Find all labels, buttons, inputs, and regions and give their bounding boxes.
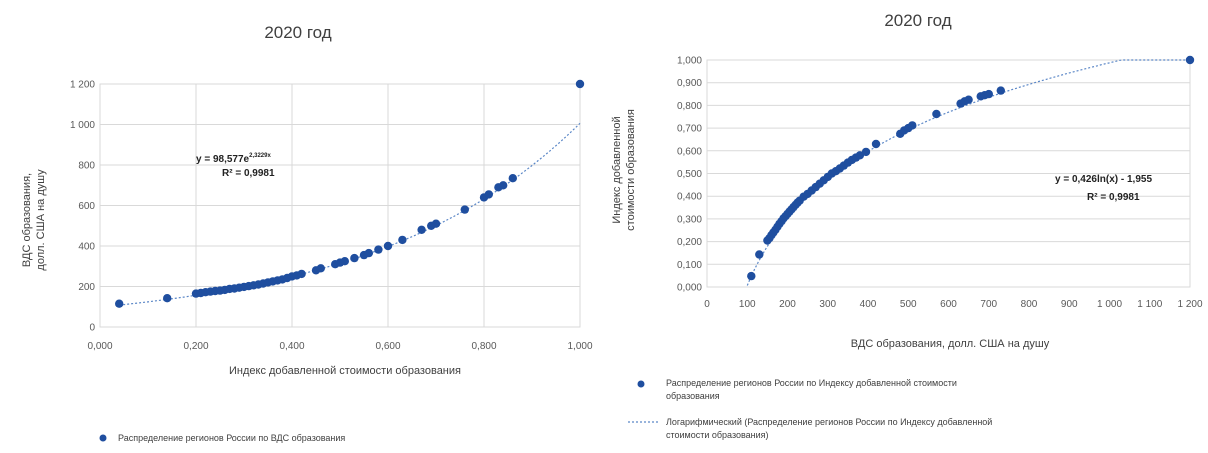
left-y-axis-title-line1: ВДС образования, <box>21 173 33 267</box>
right-x-tick-label: 800 <box>1021 299 1038 310</box>
right-chart-title: 2020 год <box>884 11 951 30</box>
left-data-point <box>115 299 124 308</box>
right-y-tick-label: 0,200 <box>677 237 702 248</box>
left-chart-title: 2020 год <box>264 23 331 42</box>
left-x-tick-label: 0,200 <box>183 341 208 352</box>
left-data-point <box>350 253 359 263</box>
left-data-point <box>340 257 349 266</box>
right-chart-panel: 2020 год 0 100 200 300 400 500 600 700 800 900 1 0… <box>600 0 1208 448</box>
left-data-point <box>297 269 306 279</box>
left-x-tick-label: 0,400 <box>279 341 304 352</box>
left-data-point <box>383 241 393 251</box>
right-trend-equation: y = 0,426ln(x) - 1,955 <box>1055 174 1152 185</box>
left-x-axis-title: Индекс добавленной стоимости образования <box>229 365 461 377</box>
left-chart: 2020 год 0,000 0,200 0,400 0,600 0,800 1,000 0… <box>21 23 593 443</box>
right-y-tick-label: 0,800 <box>677 101 702 112</box>
right-y-tick-label: 0,500 <box>677 169 702 180</box>
right-trend-r2: R² = 0,9981 <box>1087 192 1140 203</box>
right-x-tick-label: 600 <box>940 299 957 310</box>
right-data-point <box>932 109 941 119</box>
right-data-point <box>871 139 881 149</box>
right-data-point <box>861 147 871 157</box>
left-data-point <box>508 174 517 183</box>
right-data-point <box>755 250 764 259</box>
right-x-tick-label: 1 100 <box>1137 299 1162 310</box>
right-trendline <box>746 59 1190 286</box>
left-data-point <box>484 190 493 199</box>
left-data-point <box>163 294 172 303</box>
right-y-tick-label: 1,000 <box>677 56 702 67</box>
left-data-point <box>398 235 407 245</box>
left-data-point <box>460 205 469 214</box>
left-data-point <box>374 245 383 254</box>
right-chart: 2020 год 0 100 200 300 400 500 600 700 800 900 1 0… <box>611 11 1203 440</box>
left-y-tick-label: 400 <box>78 242 95 253</box>
right-data-point <box>1185 55 1195 65</box>
left-trendline <box>119 122 581 306</box>
left-y-tick-label: 200 <box>78 282 95 293</box>
right-y-tick-label: 0,300 <box>677 214 702 225</box>
left-data-point <box>575 79 585 89</box>
left-data-point <box>316 264 325 273</box>
right-x-tick-label: 1 000 <box>1097 299 1122 310</box>
right-data-point <box>996 86 1005 95</box>
right-x-tick-label: 0 <box>704 299 710 310</box>
right-x-tick-label: 700 <box>980 299 997 310</box>
right-x-tick-label: 200 <box>779 299 796 310</box>
left-y-tick-label: 0 <box>89 323 95 334</box>
left-chart-panel: 2020 год 0,000 0,200 0,400 0,600 0,800 1,000 0… <box>0 0 600 448</box>
legend-label-scatter: Распределение регионов России по Индексу… <box>666 378 959 401</box>
right-y-axis-title-line2: стоимости образования <box>625 109 637 231</box>
left-x-tick-label: 0,600 <box>375 341 400 352</box>
right-y-tick-label: 0,100 <box>677 260 702 271</box>
left-x-tick-label: 0,800 <box>471 341 496 352</box>
right-y-axis-title-line1: Индекс добавленной <box>611 116 623 223</box>
left-y-tick-label: 800 <box>78 161 95 172</box>
left-y-axis-title-line2: долл. США на душу <box>35 169 47 271</box>
left-legend-marker <box>99 434 107 442</box>
left-x-tick-label: 1,000 <box>567 341 592 352</box>
left-data-point <box>499 181 508 190</box>
left-y-tick-label: 1 000 <box>70 120 95 131</box>
right-data-point <box>908 121 917 130</box>
right-x-tick-label: 1 200 <box>1177 299 1202 310</box>
right-x-tick-label: 100 <box>739 299 756 310</box>
left-data-point <box>364 248 373 258</box>
right-x-tick-label: 300 <box>819 299 836 310</box>
left-x-tick-label: 0,000 <box>87 341 112 352</box>
legend-marker-scatter <box>637 380 645 388</box>
right-y-tick-label: 0,900 <box>677 78 702 89</box>
left-trend-r2: R² = 0,9981 <box>222 168 275 179</box>
left-data-point <box>417 225 426 234</box>
left-y-tick-label: 600 <box>78 201 95 212</box>
legend-label-trendline: Логарифмический (Распределение регионов … <box>666 417 995 440</box>
right-data-point <box>747 271 756 281</box>
left-y-tick-label: 1 200 <box>70 80 95 91</box>
left-legend-label: Распределение регионов России по ВДС обр… <box>118 433 345 443</box>
right-x-tick-label: 500 <box>900 299 917 310</box>
right-y-tick-label: 0,700 <box>677 124 702 135</box>
right-data-point <box>855 151 865 160</box>
right-x-tick-label: 400 <box>860 299 877 310</box>
right-x-axis-title: ВДС образования, долл. США на душу <box>851 338 1050 350</box>
right-data-point <box>984 89 993 99</box>
right-x-tick-label: 900 <box>1061 299 1078 310</box>
right-y-tick-label: 0,600 <box>677 146 702 157</box>
right-y-tick-label: 0,000 <box>677 283 702 294</box>
right-y-tick-label: 0,400 <box>677 192 702 203</box>
right-data-point <box>964 95 973 104</box>
left-data-point <box>431 219 441 228</box>
left-trend-equation: y = 98,577e2,3229x <box>196 153 271 165</box>
